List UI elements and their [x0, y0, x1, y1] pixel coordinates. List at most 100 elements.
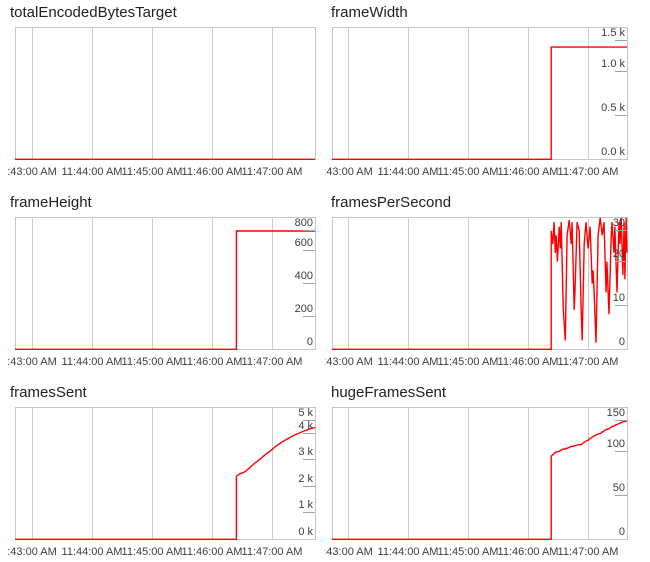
vertical-gridline — [92, 217, 93, 350]
vertical-gridline — [152, 27, 153, 160]
y-axis-label: 200 — [294, 302, 313, 315]
x-axis-label: :43:00 AM — [325, 166, 373, 178]
chart-cell-frameWidth: frameWidth 1.5 k 1.0 k 0.5 k 0.0 k :43:00 A… — [325, 0, 650, 190]
x-axis-labels: :43:00 AM 11:44:00 AM 11:45:00 AM 11:46:00 … — [325, 546, 628, 559]
vertical-gridline — [32, 27, 33, 160]
y-axis-label: 3 k — [298, 446, 313, 459]
y-axis-label: 5 k — [298, 407, 313, 419]
y-axis-tick — [615, 115, 627, 116]
x-axis-label: 11:47:00 AM — [241, 546, 303, 558]
series-line-frameHeight — [15, 230, 315, 350]
chart-plot-area: 30 20 10 0 — [332, 217, 628, 350]
y-axis-tick — [303, 459, 315, 460]
series-svg — [15, 426, 316, 540]
chart-cell-frameHeight: frameHeight 800 600 400 200 0 :43:00 AM 11:44… — [0, 190, 325, 380]
vertical-gridline — [272, 217, 273, 350]
y-axis-label: 10 — [612, 291, 625, 304]
vertical-gridline — [528, 217, 529, 350]
vertical-gridline — [348, 27, 349, 160]
y-axis-label: 0.0 k — [601, 145, 625, 158]
chart-plot-area: 1.5 k 1.0 k 0.5 k 0.0 k — [332, 27, 628, 160]
x-axis-label: :43:00 AM — [7, 546, 57, 558]
x-axis-label: 11:44:00 AM — [61, 166, 123, 178]
y-axis-tick — [615, 420, 627, 421]
y-axis-tick — [615, 451, 627, 452]
vertical-gridline — [212, 407, 213, 540]
y-axis-label: 0 — [618, 335, 625, 348]
y-axis-tick — [303, 433, 315, 434]
vertical-gridline — [468, 217, 469, 350]
vertical-gridline — [92, 27, 93, 160]
chart-cell-framesPerSecond: framesPerSecond 30 20 10 0 :43:00 AM 11:44:0… — [325, 190, 650, 380]
series-svg — [332, 46, 627, 160]
x-axis-label: 11:44:00 AM — [61, 546, 123, 558]
x-axis-labels: :43:00 AM 11:44:00 AM 11:45:00 AM 11:46:00 … — [325, 356, 628, 369]
chart-plot-inner: 30 20 10 0 — [332, 217, 628, 350]
series-line-framesPerSecond — [332, 217, 628, 350]
vertical-gridline — [32, 217, 33, 350]
x-axis-label: 11:47:00 AM — [557, 356, 619, 368]
x-axis-label: 11:46:00 AM — [181, 166, 243, 178]
y-axis-label: 2 k — [298, 472, 313, 485]
x-axis-label: 11:47:00 AM — [241, 356, 303, 368]
y-axis-tick — [615, 40, 627, 41]
x-axis-label: :43:00 AM — [7, 356, 57, 368]
y-axis-label: 30 — [612, 217, 625, 229]
vertical-gridline — [348, 217, 349, 350]
y-axis-label: 0.5 k — [601, 101, 625, 114]
series-svg — [15, 230, 315, 350]
vertical-gridline — [272, 27, 273, 160]
x-axis-label: 11:46:00 AM — [497, 546, 559, 558]
y-axis-tick — [303, 250, 315, 251]
y-axis-label: 600 — [294, 236, 313, 249]
y-axis-label: 0 — [306, 335, 313, 348]
chart-cell-hugeFramesSent: hugeFramesSent 150 100 50 0 :43:00 AM 11:44:… — [325, 380, 650, 562]
vertical-gridline — [588, 27, 589, 160]
vertical-gridline — [408, 217, 409, 350]
x-axis-label: 11:44:00 AM — [61, 356, 123, 368]
chart-cell-totalEncodedBytesTarget: totalEncodedBytesTarget :43:00 AM 11:44:0… — [0, 0, 325, 190]
x-axis-label: 11:46:00 AM — [497, 166, 559, 178]
x-axis-label: :43:00 AM — [325, 546, 373, 558]
chart-title: hugeFramesSent — [331, 384, 447, 401]
y-axis-tick — [303, 486, 315, 487]
series-svg — [332, 217, 628, 350]
y-axis-label: 0 k — [298, 525, 313, 538]
y-axis-tick — [615, 261, 627, 262]
x-axis-label: :43:00 AM — [7, 166, 57, 178]
x-axis-label: 11:46:00 AM — [497, 356, 559, 368]
x-axis-label: 11:45:00 AM — [121, 546, 183, 558]
chart-title: framesSent — [10, 384, 87, 401]
x-axis-label: 11:45:00 AM — [437, 356, 499, 368]
y-axis-label: 100 — [606, 437, 625, 450]
x-axis-label: 11:47:00 AM — [241, 166, 303, 178]
y-axis-tick — [303, 230, 315, 231]
y-axis-tick — [303, 420, 315, 421]
vertical-gridline — [272, 407, 273, 540]
x-axis-label: 11:45:00 AM — [121, 356, 183, 368]
y-axis-tick — [615, 230, 627, 231]
y-axis-label: 4 k — [298, 419, 313, 432]
y-axis-label: 50 — [612, 481, 625, 494]
series-line-frameWidth — [332, 46, 627, 160]
chart-title: framesPerSecond — [331, 194, 452, 211]
y-axis-tick — [615, 71, 627, 72]
chart-plot-inner: 800 600 400 200 0 — [15, 217, 316, 350]
y-axis-label: 400 — [294, 269, 313, 282]
vertical-gridline — [92, 407, 93, 540]
x-axis-label: 11:45:00 AM — [121, 166, 183, 178]
x-axis-label: 11:47:00 AM — [557, 546, 619, 558]
vertical-gridline — [152, 217, 153, 350]
series-line-framesSent — [15, 426, 316, 540]
vertical-gridline — [468, 27, 469, 160]
vertical-gridline — [528, 407, 529, 540]
chart-plot-area — [15, 27, 316, 160]
y-axis-label: 1 k — [298, 499, 313, 512]
vertical-gridline — [152, 407, 153, 540]
x-axis-label: 11:45:00 AM — [437, 546, 499, 558]
chart-plot-inner: 1.5 k 1.0 k 0.5 k 0.0 k — [332, 27, 628, 160]
y-axis-label: 800 — [294, 217, 313, 229]
